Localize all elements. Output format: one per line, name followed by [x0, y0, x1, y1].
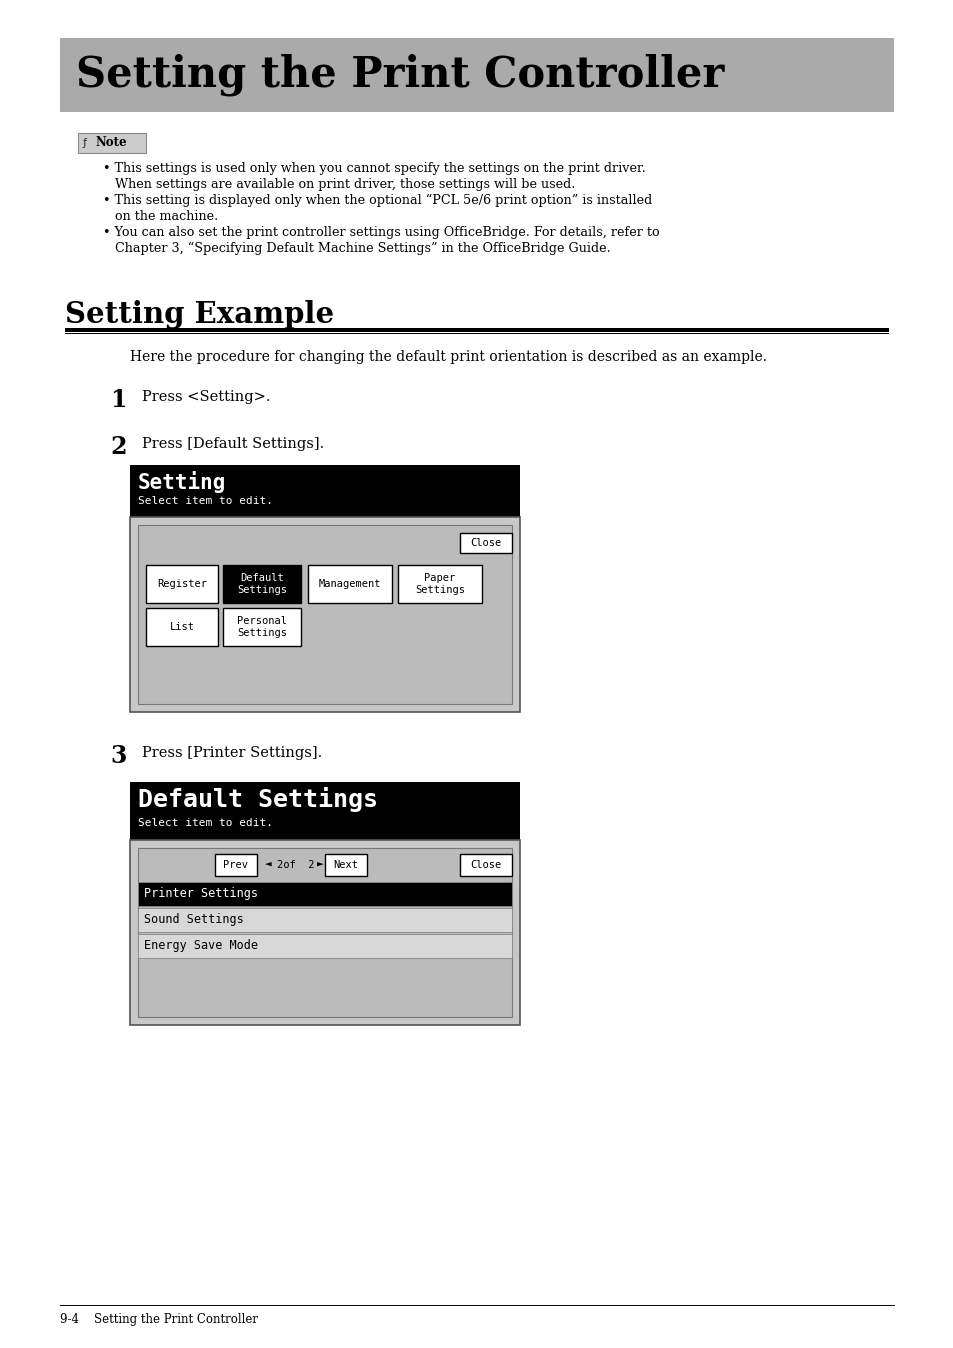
- Bar: [459, 532, 512, 553]
- Text: Management: Management: [318, 580, 381, 589]
- Bar: [325, 855, 367, 876]
- Text: Default Settings: Default Settings: [138, 787, 377, 811]
- Bar: [214, 855, 256, 876]
- Text: Register: Register: [157, 580, 207, 589]
- Text: 9-4    Setting the Print Controller: 9-4 Setting the Print Controller: [60, 1313, 257, 1326]
- Text: Sound Settings: Sound Settings: [144, 914, 244, 926]
- Text: Close: Close: [470, 860, 501, 869]
- Text: Select item to edit.: Select item to edit.: [138, 818, 273, 828]
- Text: Chapter 3, “Specifying Default Machine Settings” in the OfficeBridge Guide.: Chapter 3, “Specifying Default Machine S…: [103, 243, 610, 255]
- Text: • This setting is displayed only when the optional “PCL 5e/6 print option” is in: • This setting is displayed only when th…: [103, 194, 652, 208]
- Bar: [130, 840, 519, 1024]
- Bar: [138, 882, 512, 906]
- Bar: [138, 934, 512, 958]
- Text: Note: Note: [95, 136, 127, 150]
- Text: on the machine.: on the machine.: [103, 210, 218, 222]
- Bar: [223, 608, 301, 646]
- Bar: [138, 909, 512, 931]
- Text: 2of  2: 2of 2: [276, 860, 314, 869]
- Text: Press [Printer Settings].: Press [Printer Settings].: [142, 745, 322, 760]
- Text: 3: 3: [110, 744, 126, 768]
- Text: Press <Setting>.: Press <Setting>.: [142, 390, 271, 404]
- Text: 2: 2: [110, 435, 127, 460]
- Text: ◄: ◄: [265, 860, 272, 869]
- Bar: [130, 518, 519, 712]
- Text: Setting Example: Setting Example: [65, 301, 334, 329]
- Text: Printer Settings: Printer Settings: [144, 887, 257, 900]
- Text: Close: Close: [470, 538, 501, 549]
- Text: • You can also set the print controller settings using OfficeBridge. For details: • You can also set the print controller …: [103, 226, 659, 239]
- Text: Personal
Settings: Personal Settings: [236, 616, 287, 638]
- Bar: [146, 608, 218, 646]
- Bar: [60, 38, 893, 112]
- Bar: [223, 565, 301, 603]
- Bar: [65, 328, 888, 332]
- Bar: [308, 565, 392, 603]
- Bar: [138, 524, 512, 704]
- Text: Energy Save Mode: Energy Save Mode: [144, 940, 257, 953]
- Text: Paper
Settings: Paper Settings: [415, 573, 464, 594]
- Bar: [138, 848, 512, 1016]
- Bar: [130, 465, 519, 518]
- Text: Default
Settings: Default Settings: [236, 573, 287, 594]
- Text: ►: ►: [316, 860, 323, 869]
- Text: Prev: Prev: [223, 860, 248, 869]
- Bar: [78, 133, 146, 154]
- Text: Here the procedure for changing the default print orientation is described as an: Here the procedure for changing the defa…: [130, 350, 766, 364]
- Text: Select item to edit.: Select item to edit.: [138, 496, 273, 506]
- Bar: [146, 565, 218, 603]
- Text: Setting the Print Controller: Setting the Print Controller: [76, 54, 723, 96]
- Text: Setting: Setting: [138, 470, 226, 493]
- Text: Press [Default Settings].: Press [Default Settings].: [142, 437, 324, 452]
- Text: List: List: [170, 621, 194, 632]
- Text: 1: 1: [110, 388, 127, 412]
- Text: • This settings is used only when you cannot specify the settings on the print d: • This settings is used only when you ca…: [103, 162, 645, 175]
- Text: Next: Next: [334, 860, 358, 869]
- Bar: [459, 855, 512, 876]
- Text: When settings are available on print driver, those settings will be used.: When settings are available on print dri…: [103, 178, 575, 191]
- Bar: [397, 565, 481, 603]
- Bar: [130, 782, 519, 840]
- Text: ƒ: ƒ: [83, 137, 87, 148]
